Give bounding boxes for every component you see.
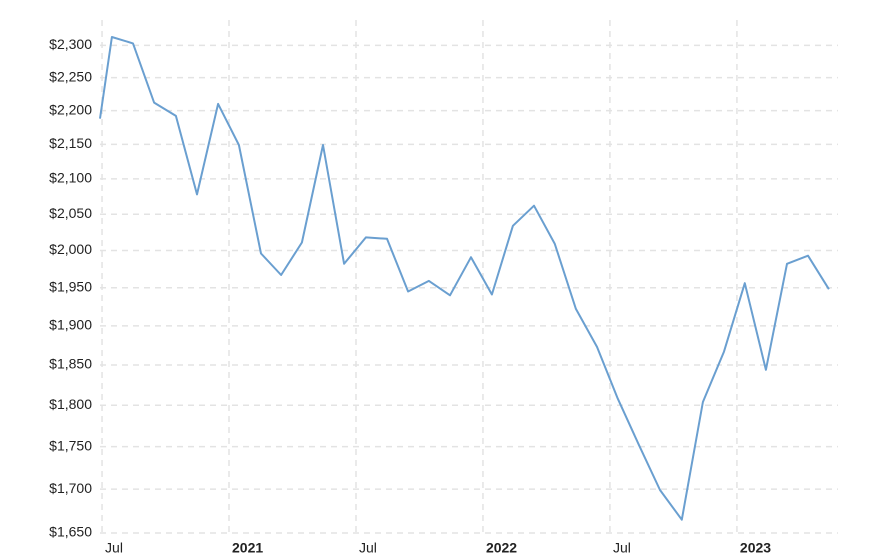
y-tick-label: $1,800	[49, 396, 92, 412]
x-tick-label: Jul	[359, 540, 377, 556]
x-tick-label: Jul	[105, 540, 123, 556]
y-tick-label: $2,000	[49, 241, 92, 257]
x-tick-label: 2022	[486, 540, 517, 556]
y-tick-label: $2,100	[49, 170, 92, 186]
y-tick-label: $2,200	[49, 101, 92, 117]
y-tick-label: $2,150	[49, 135, 92, 151]
y-tick-label: $1,700	[49, 480, 92, 496]
y-tick-label: $2,250	[49, 68, 92, 84]
y-tick-label: $1,900	[49, 317, 92, 333]
y-tick-label: $1,950	[49, 278, 92, 294]
x-tick-label: 2021	[232, 540, 263, 556]
x-tick-label: Jul	[613, 540, 631, 556]
y-tick-label: $2,050	[49, 205, 92, 221]
y-tick-label: $1,850	[49, 356, 92, 372]
y-tick-label: $2,300	[49, 36, 92, 52]
y-tick-label: $1,650	[49, 524, 92, 540]
x-tick-label: 2023	[740, 540, 771, 556]
price-line	[99, 36, 830, 521]
y-tick-label: $1,750	[49, 437, 92, 453]
